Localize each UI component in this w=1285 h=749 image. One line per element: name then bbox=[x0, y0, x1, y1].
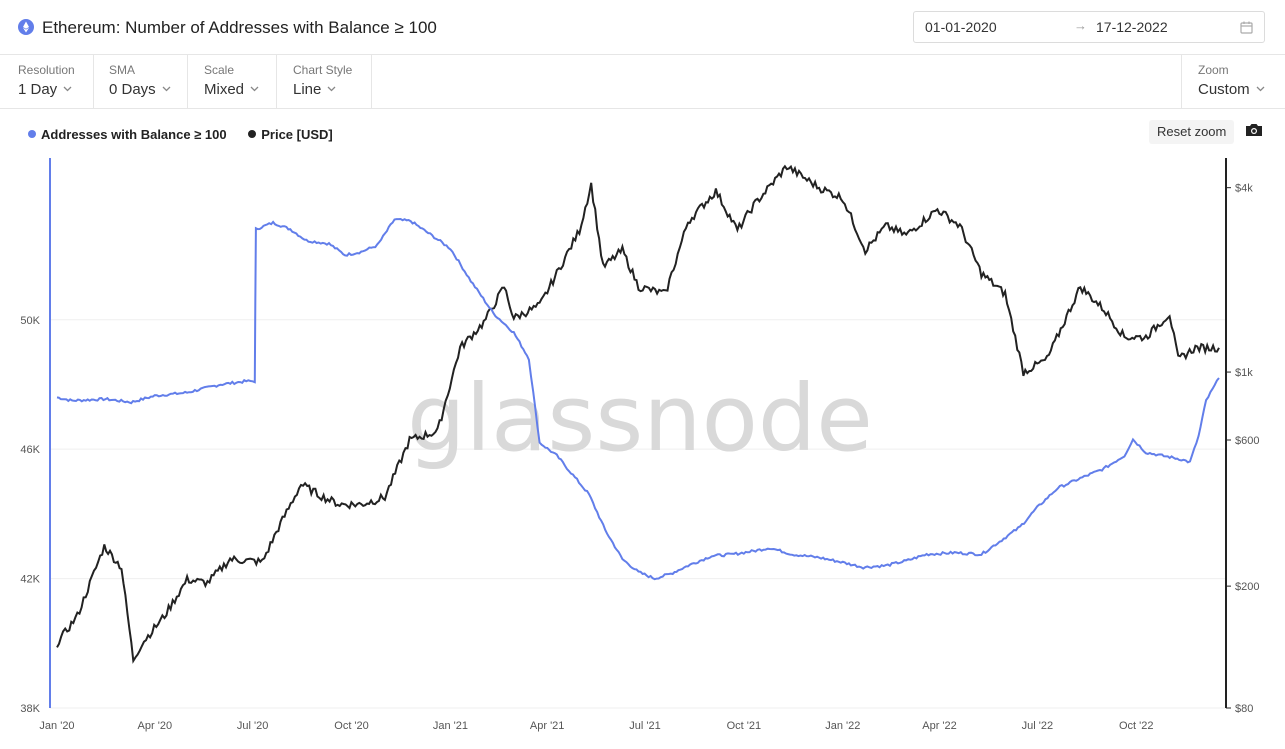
x-tick-label: Jan '22 bbox=[825, 720, 860, 732]
legend-dot-price bbox=[248, 130, 257, 138]
price-series-line bbox=[56, 164, 1220, 664]
left-tick-label: 46K bbox=[20, 444, 40, 456]
legend-item-price[interactable]: Price [USD] bbox=[248, 127, 333, 142]
right-tick-label: $1k bbox=[1235, 367, 1253, 379]
date-end-input[interactable]: 17-12-2022 bbox=[1096, 19, 1168, 35]
addresses-series-line bbox=[56, 217, 1220, 581]
scale-label: Scale bbox=[204, 63, 235, 77]
chevron-down-icon bbox=[1256, 86, 1265, 92]
resolution-select[interactable]: Resolution 1 Day bbox=[0, 54, 94, 108]
calendar-icon[interactable] bbox=[1240, 21, 1253, 39]
chart-header: Ethereum: Number of Addresses with Balan… bbox=[0, 0, 1285, 55]
x-tick-label: Apr '21 bbox=[530, 720, 565, 732]
chart-controls: Resolution 1 Day SMA 0 Days Scale Mixed … bbox=[0, 54, 1285, 109]
zoom-value: Custom bbox=[1198, 81, 1250, 98]
chevron-down-icon bbox=[250, 86, 259, 92]
chart-area[interactable]: glassnode 38K 42K 46K 50K $80 $200 $600 $1k $4k… bbox=[0, 150, 1285, 749]
date-range-picker[interactable]: 01-01-2020 → 17-12-2022 bbox=[913, 11, 1265, 43]
chart-style-value: Line bbox=[293, 81, 322, 98]
chart-legend: Addresses with Balance ≥ 100 Price [USD] bbox=[28, 127, 351, 142]
resolution-label: Resolution bbox=[18, 63, 75, 77]
watermark: glassnode bbox=[407, 365, 873, 472]
chart-style-label: Chart Style bbox=[293, 63, 353, 77]
chevron-down-icon bbox=[63, 86, 72, 92]
date-arrow-icon: → bbox=[1074, 18, 1087, 33]
left-tick-label: 38K bbox=[20, 703, 40, 715]
x-tick-label: Oct '21 bbox=[727, 720, 762, 732]
right-tick-label: $80 bbox=[1235, 703, 1253, 715]
right-tick-label: $200 bbox=[1235, 581, 1259, 593]
chevron-down-icon bbox=[327, 86, 336, 92]
page-title: Ethereum: Number of Addresses with Balan… bbox=[42, 18, 437, 37]
left-axis-ticks: 38K 42K 46K 50K bbox=[20, 315, 40, 715]
x-tick-label: Jul '22 bbox=[1022, 720, 1053, 732]
chart-style-select[interactable]: Chart Style Line bbox=[277, 54, 372, 108]
x-tick-label: Jan '21 bbox=[433, 720, 468, 732]
x-tick-label: Oct '22 bbox=[1119, 720, 1154, 732]
x-tick-label: Apr '20 bbox=[138, 720, 173, 732]
x-tick-label: Jul '21 bbox=[629, 720, 660, 732]
legend-label-addresses: Addresses with Balance ≥ 100 bbox=[41, 127, 227, 142]
scale-value: Mixed bbox=[204, 81, 245, 98]
zoom-select[interactable]: Zoom Custom bbox=[1181, 54, 1285, 108]
sma-label: SMA bbox=[109, 63, 136, 77]
chevron-down-icon bbox=[162, 86, 171, 92]
date-start-input[interactable]: 01-01-2020 bbox=[925, 19, 997, 35]
x-tick-label: Apr '22 bbox=[922, 720, 957, 732]
right-tick-label: $600 bbox=[1235, 435, 1259, 447]
sma-value: 0 Days bbox=[109, 81, 156, 98]
right-tick-label: $4k bbox=[1235, 183, 1253, 195]
x-axis-ticks: Jan '20 Apr '20 Jul '20 Oct '20 Jan '21 Apr '… bbox=[39, 720, 1153, 732]
reset-zoom-button[interactable]: Reset zoom bbox=[1149, 120, 1235, 144]
x-tick-label: Jan '20 bbox=[39, 720, 74, 732]
left-tick-label: 50K bbox=[20, 315, 40, 327]
grid-lines bbox=[50, 319, 1226, 709]
x-tick-label: Oct '20 bbox=[334, 720, 369, 732]
x-tick-label: Jul '20 bbox=[237, 720, 268, 732]
scale-select[interactable]: Scale Mixed bbox=[188, 54, 277, 108]
left-tick-label: 42K bbox=[20, 574, 40, 586]
resolution-value: 1 Day bbox=[18, 81, 58, 98]
zoom-label: Zoom bbox=[1198, 63, 1229, 77]
legend-label-price: Price [USD] bbox=[261, 127, 333, 142]
camera-icon[interactable] bbox=[1245, 123, 1263, 142]
legend-item-addresses[interactable]: Addresses with Balance ≥ 100 bbox=[28, 127, 227, 142]
legend-dot-addresses bbox=[28, 130, 36, 138]
ethereum-icon bbox=[18, 19, 34, 35]
sma-select[interactable]: SMA 0 Days bbox=[94, 54, 188, 108]
right-axis-ticks: $80 $200 $600 $1k $4k bbox=[1226, 183, 1259, 715]
